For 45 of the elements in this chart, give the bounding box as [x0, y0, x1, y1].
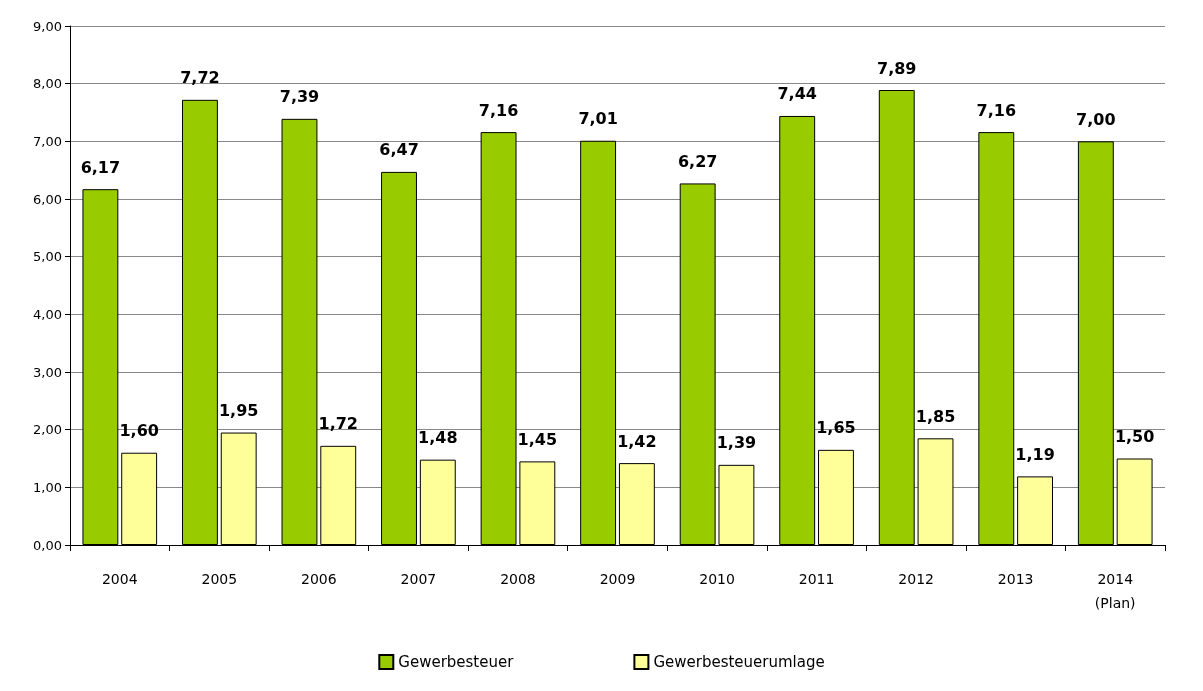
y-tick-label: 0,00 [33, 537, 62, 553]
data-label: 6,27 [677, 151, 718, 171]
data-label: 7,72 [180, 68, 220, 88]
x-tick-label: 2014 (Plan) [1094, 571, 1136, 611]
y-tick-label: 6,00 [33, 191, 62, 207]
data-label: 1,85 [915, 406, 956, 426]
y-tick-label: 2,00 [33, 422, 62, 438]
y-tick-label: 1,00 [33, 479, 62, 495]
y-tick-label: 3,00 [33, 364, 62, 380]
data-label: 7,01 [578, 109, 618, 129]
x-tick-label: 2008 [500, 571, 536, 587]
data-label: 7,16 [478, 100, 519, 120]
x-tick-label: 2007 [400, 571, 437, 587]
legend-label: Gewerbesteuer [398, 653, 515, 671]
x-tick-label: 2004 [101, 571, 138, 587]
x-tick-label: 2005 [201, 571, 238, 587]
data-label: 7,16 [976, 100, 1017, 120]
data-label: 1,45 [517, 429, 558, 449]
x-tick-label: 2012 [898, 571, 934, 587]
data-label: 1,48 [418, 428, 458, 448]
y-tick-label: 9,00 [33, 18, 62, 34]
data-label: 1,19 [1015, 444, 1055, 464]
data-label: 7,39 [279, 87, 320, 107]
y-tick-label: 8,00 [33, 76, 62, 92]
y-tick-label: 5,00 [33, 249, 62, 265]
y-tick-label: 4,00 [33, 306, 62, 322]
data-label: 1,95 [218, 401, 259, 421]
x-tick-label: 2010 [699, 571, 735, 587]
data-label: 1,65 [816, 418, 856, 438]
y-tick-label: 7,00 [33, 133, 62, 149]
data-label: 7,89 [877, 58, 917, 78]
data-label: 6,47 [379, 140, 419, 160]
data-label: 6,17 [80, 157, 121, 177]
data-label: 7,44 [777, 84, 817, 104]
x-tick-label: 2006 [301, 571, 337, 587]
data-label: 1,42 [617, 431, 657, 451]
x-tick-label: 2013 [997, 571, 1034, 587]
data-label: 7,00 [1076, 109, 1116, 129]
x-tick-label: 2011 [798, 571, 835, 587]
data-label: 1,39 [716, 433, 757, 453]
legend-label: Gewerbesteuerumlage [653, 653, 825, 671]
data-label: 1,72 [318, 414, 358, 434]
data-label: 1,50 [1114, 427, 1155, 446]
data-label: 1,60 [119, 421, 159, 441]
x-tick-label: 2009 [599, 571, 636, 587]
